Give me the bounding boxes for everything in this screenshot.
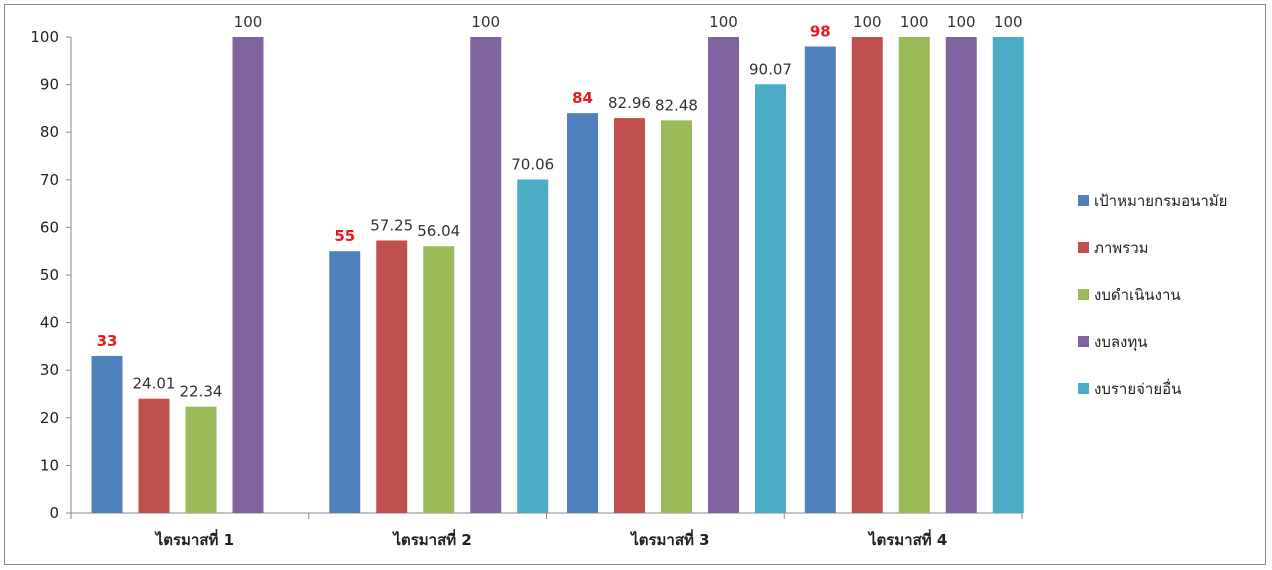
data-label: 100 [900,13,929,31]
bar [185,406,217,513]
data-label: 55 [334,227,355,245]
data-label: 22.34 [180,383,223,401]
data-label: 98 [810,23,831,41]
y-tick-label: 10 [40,456,59,474]
category-label: ไตรมาสที่ 2 [391,529,471,549]
bar [614,118,645,513]
chart-frame: 0 10 20 30 40 50 60 70 80 90 100 ไตรมาสที่ 1 33 24.01… [4,4,1266,565]
data-label: 100 [947,13,976,31]
data-label: 90.07 [749,60,792,78]
y-tick-label: 40 [40,314,59,332]
category-label: ไตรมาสที่ 3 [629,529,709,549]
data-label: 84 [572,89,593,107]
y-tick-label: 30 [40,361,59,379]
y-tick-label: 90 [40,76,59,94]
bar [138,398,170,513]
y-tick-label: 80 [40,123,59,141]
data-label: 100 [234,13,263,31]
legend-label: เป้าหมายกรมอนามัย [1094,192,1227,210]
data-label: 100 [471,13,500,31]
bar [232,37,264,513]
legend-label: ภาพรวม [1094,239,1149,257]
data-label: 100 [709,13,738,31]
bar [992,37,1024,513]
data-label: 82.48 [655,96,698,114]
bar [329,251,361,513]
data-label: 100 [994,13,1023,31]
legend-label: งบดำเนินงาน [1094,286,1181,304]
bar [423,246,455,513]
legend-swatch [1078,242,1089,253]
legend-swatch [1078,336,1089,347]
data-label: 100 [853,13,882,31]
legend-label: งบลงทุน [1094,333,1148,352]
bar [567,113,598,513]
bar [376,240,408,514]
y-tick-label: 60 [40,218,59,236]
y-tick-label: 0 [49,504,59,522]
bar [517,179,549,513]
bar [661,120,692,513]
y-tick-label: 70 [40,171,59,189]
data-label: 33 [97,332,118,350]
category-label: ไตรมาสที่ 1 [154,529,234,549]
y-tick-label: 20 [40,409,59,427]
legend-label: งบรายจ่ายอื่น [1094,378,1181,398]
legend-swatch [1078,289,1089,300]
bar [851,37,883,513]
bar [804,46,836,514]
y-tick-label: 100 [30,28,59,46]
data-label: 24.01 [133,375,176,393]
legend-swatch [1078,383,1089,394]
data-label: 57.25 [370,216,413,234]
bar [91,355,123,513]
bar [708,37,739,513]
legend-swatch [1078,195,1089,206]
data-label: 70.06 [511,156,554,174]
bar [898,37,930,513]
bar [755,84,786,514]
bar [945,37,977,513]
category-label: ไตรมาสที่ 4 [867,529,947,549]
y-tick-label: 50 [40,266,59,284]
data-label: 82.96 [608,94,651,112]
bar [470,37,502,513]
bar-chart: 0 10 20 30 40 50 60 70 80 90 100 ไตรมาสที่ 1 33 24.01… [30,13,1227,549]
data-label: 56.04 [417,222,460,240]
